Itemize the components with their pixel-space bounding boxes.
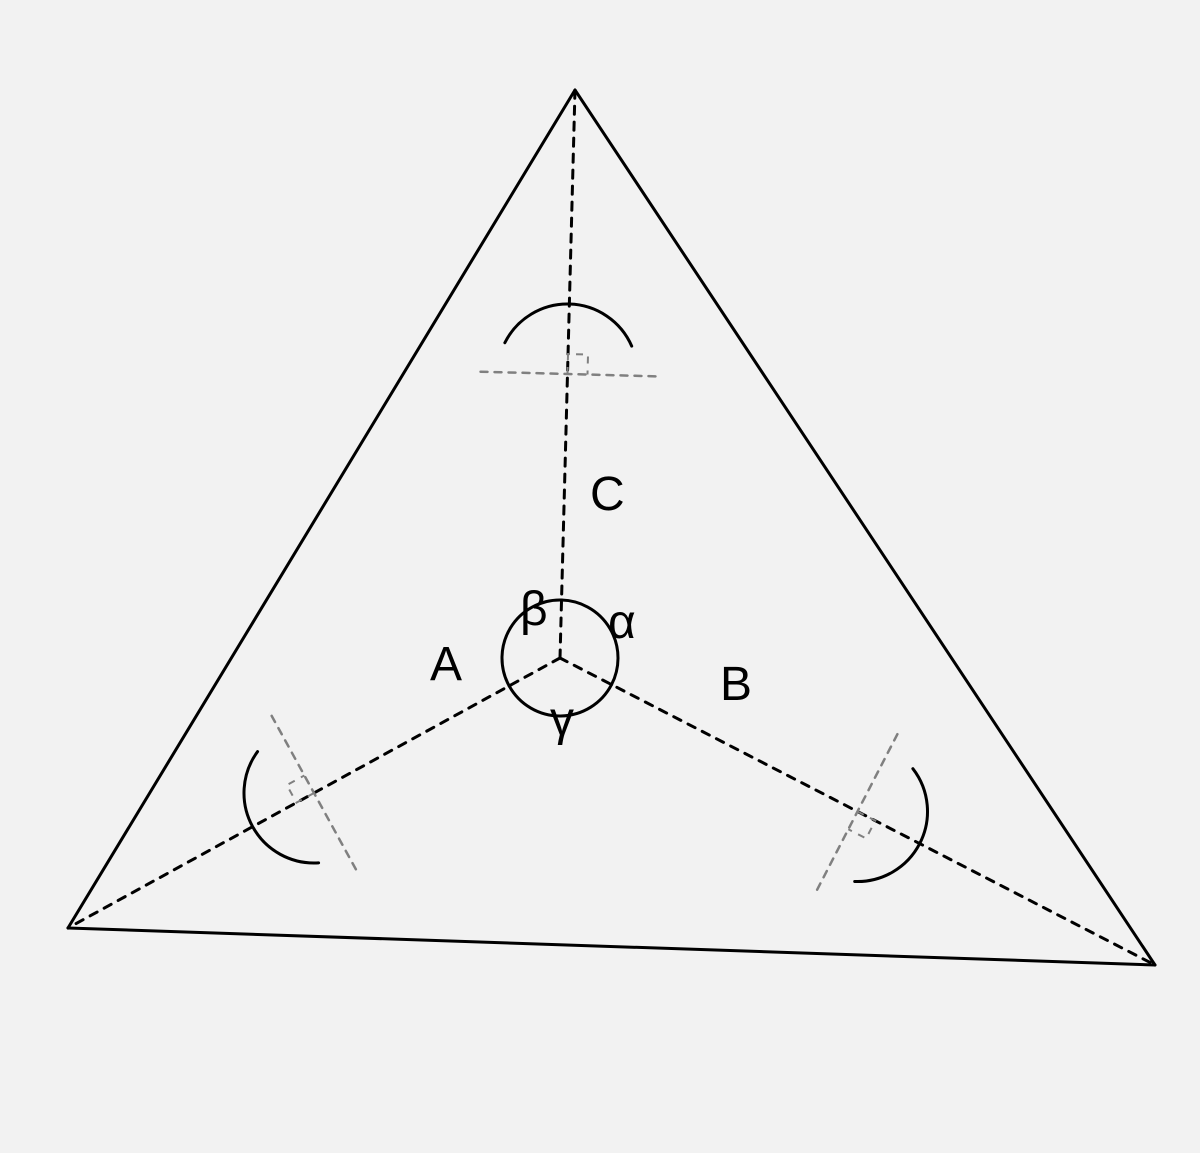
- label-gamma: γ: [550, 693, 574, 746]
- label-A: A: [430, 638, 462, 691]
- label-C: C: [590, 468, 625, 521]
- label-beta: β: [520, 583, 548, 636]
- label-alpha: α: [608, 596, 636, 649]
- label-B: B: [720, 658, 752, 711]
